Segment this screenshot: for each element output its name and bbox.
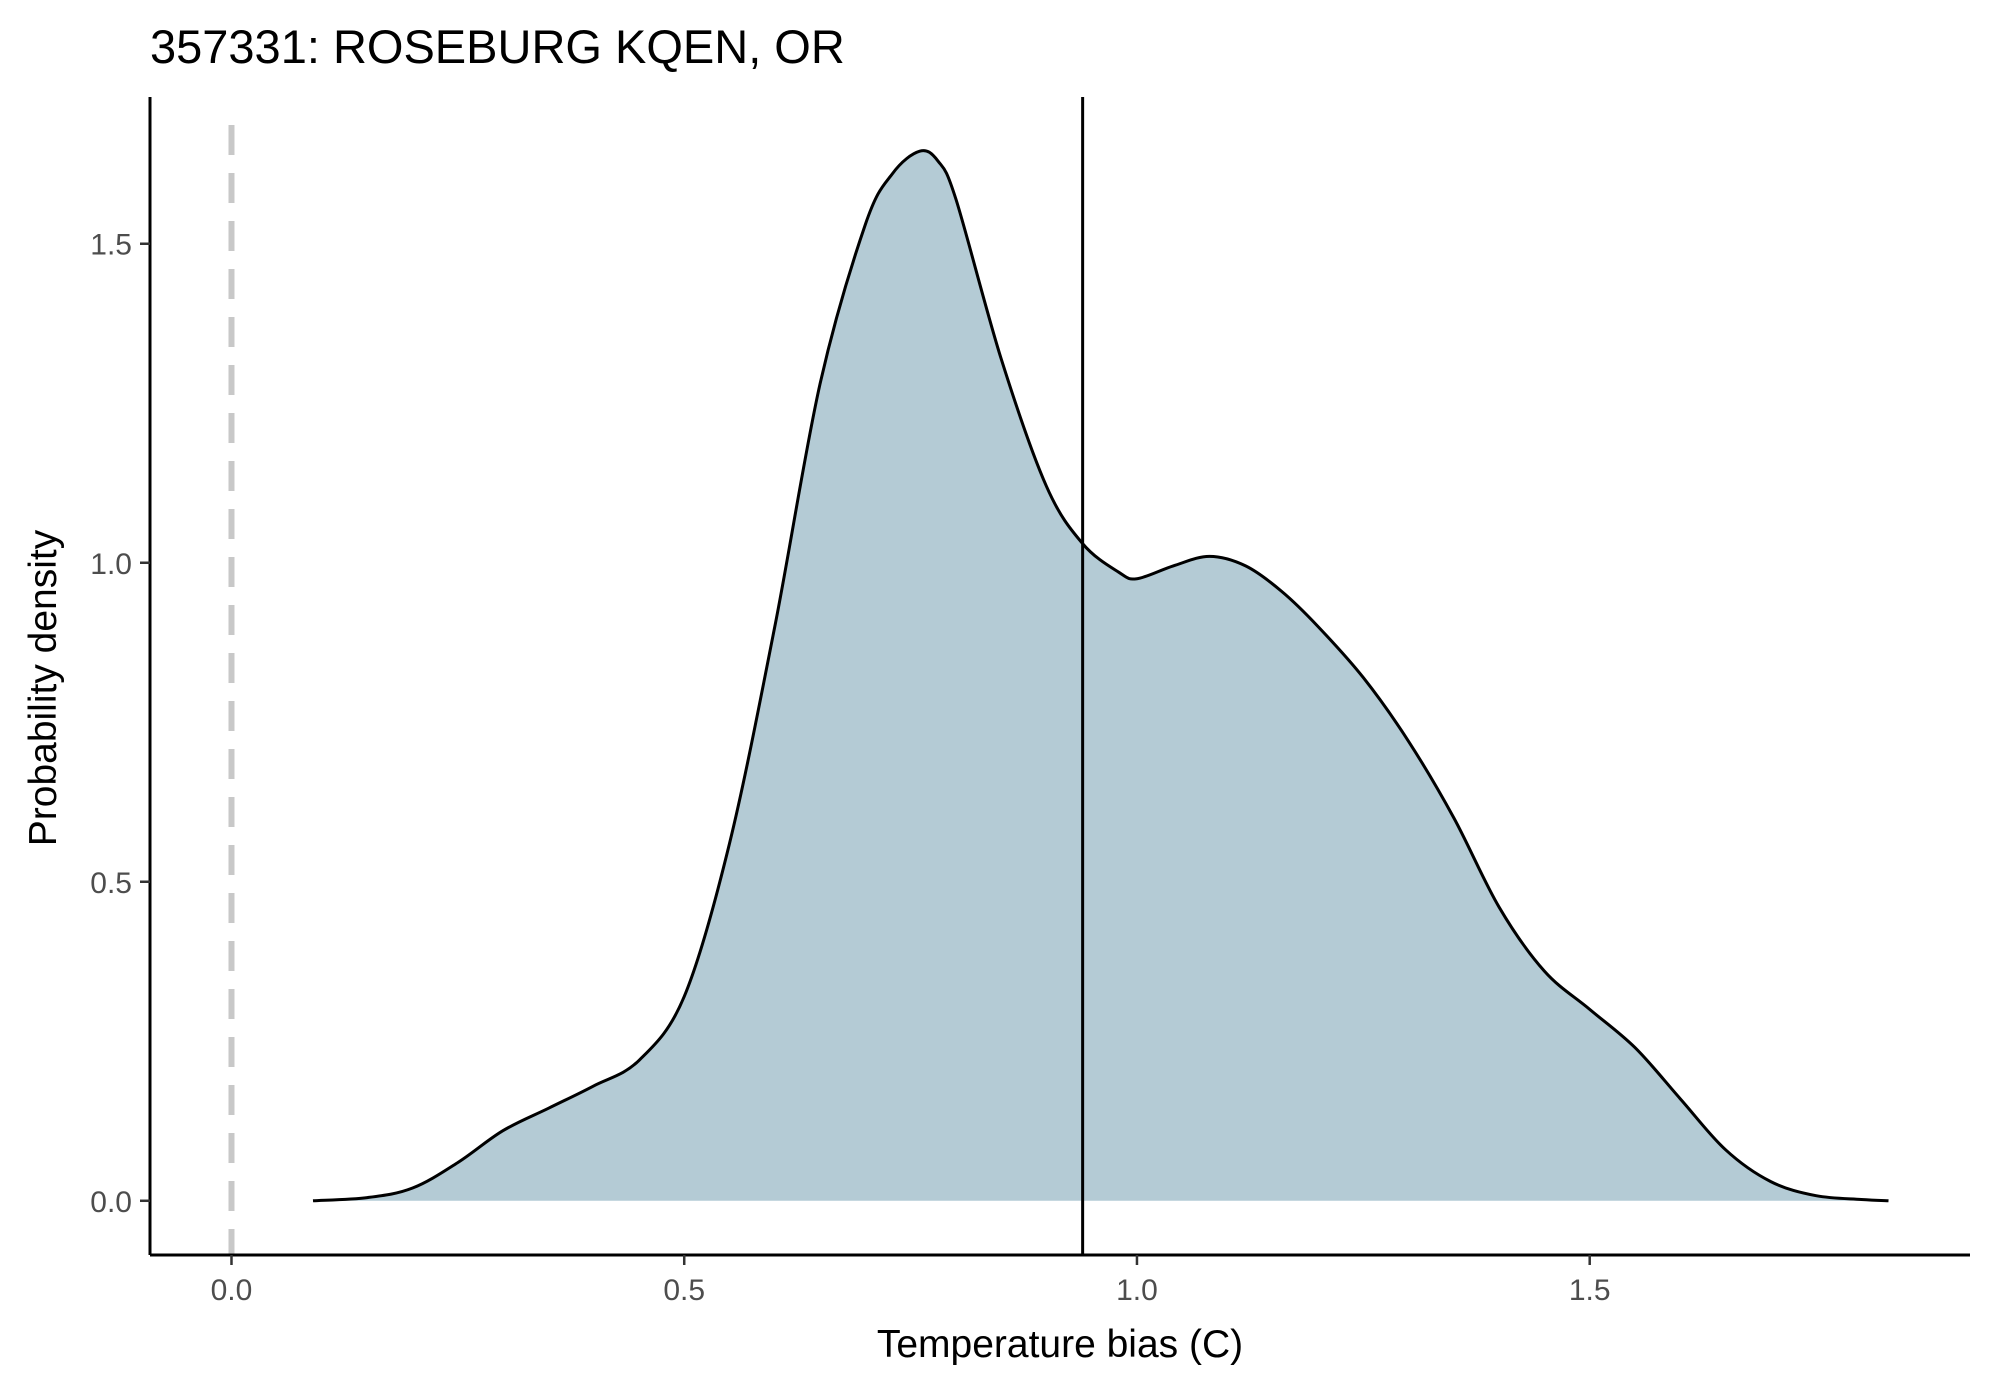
x-axis-title: Temperature bias (C) <box>877 1323 1243 1366</box>
x-tick-label: 1.0 <box>1116 1274 1158 1307</box>
y-axis-title: Probability density <box>22 529 65 846</box>
x-tick-label: 1.5 <box>1569 1274 1611 1307</box>
x-tick-label: 0.5 <box>663 1274 705 1307</box>
density-curve <box>312 149 1889 1203</box>
y-tick-label: 1.0 <box>90 548 132 581</box>
chart-title: 357331: ROSEBURG KQEN, OR <box>150 20 845 73</box>
density-area-fill <box>313 150 1889 1201</box>
y-tick-label: 0.0 <box>90 1186 132 1219</box>
x-tick-label: 0.0 <box>211 1274 253 1307</box>
y-tick-label: 0.5 <box>90 867 132 900</box>
y-tick-label: 1.5 <box>90 229 132 262</box>
